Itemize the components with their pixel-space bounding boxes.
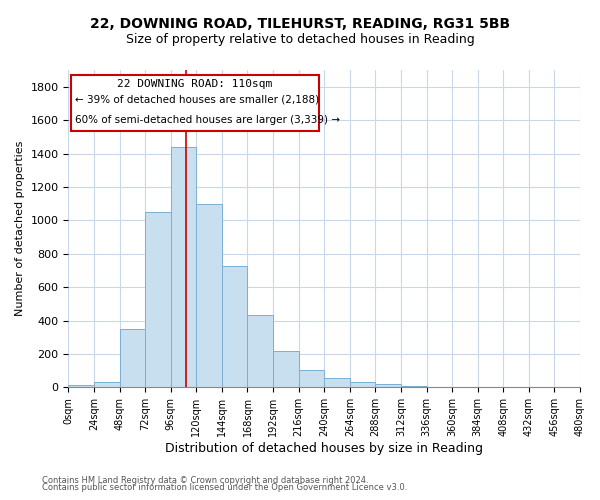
Text: Size of property relative to detached houses in Reading: Size of property relative to detached ho…	[125, 32, 475, 46]
Text: 22 DOWNING ROAD: 110sqm: 22 DOWNING ROAD: 110sqm	[117, 79, 272, 89]
Y-axis label: Number of detached properties: Number of detached properties	[15, 141, 25, 316]
Bar	[222, 266, 247, 388]
Text: ← 39% of detached houses are smaller (2,188): ← 39% of detached houses are smaller (2,…	[75, 94, 319, 104]
Bar	[119, 329, 145, 388]
Bar	[273, 350, 299, 388]
FancyBboxPatch shape	[71, 75, 319, 131]
Bar	[94, 382, 119, 388]
Bar	[376, 384, 401, 388]
Bar	[68, 385, 94, 388]
Bar	[401, 386, 427, 388]
Text: Contains HM Land Registry data © Crown copyright and database right 2024.: Contains HM Land Registry data © Crown c…	[42, 476, 368, 485]
Bar	[299, 370, 324, 388]
X-axis label: Distribution of detached houses by size in Reading: Distribution of detached houses by size …	[165, 442, 483, 455]
Bar	[145, 212, 171, 388]
Bar	[324, 378, 350, 388]
Text: 22, DOWNING ROAD, TILEHURST, READING, RG31 5BB: 22, DOWNING ROAD, TILEHURST, READING, RG…	[90, 18, 510, 32]
Bar	[427, 386, 452, 388]
Bar	[196, 204, 222, 388]
Bar	[171, 147, 196, 388]
Text: Contains public sector information licensed under the Open Government Licence v3: Contains public sector information licen…	[42, 484, 407, 492]
Bar	[350, 382, 376, 388]
Bar	[247, 315, 273, 388]
Text: 60% of semi-detached houses are larger (3,339) →: 60% of semi-detached houses are larger (…	[75, 115, 340, 125]
